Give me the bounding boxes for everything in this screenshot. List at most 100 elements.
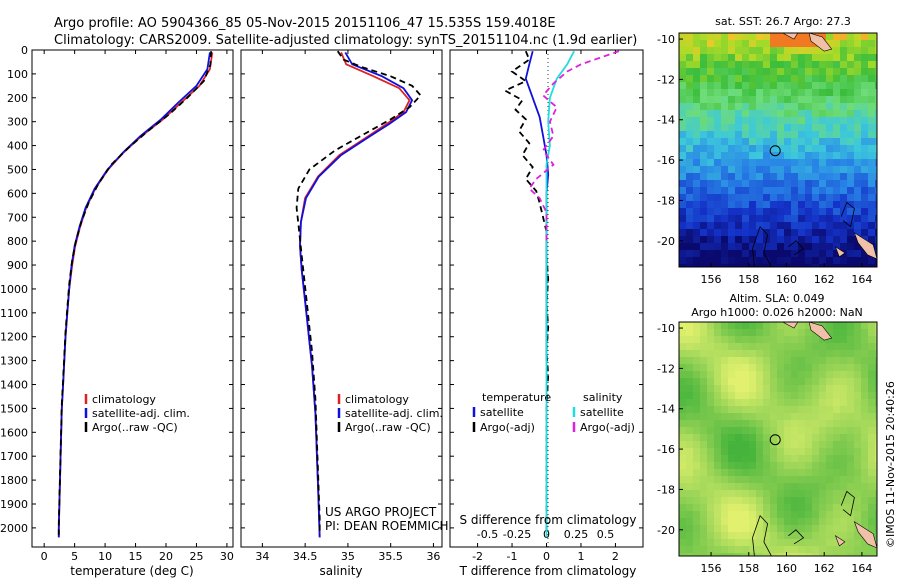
map-cell (847, 236, 855, 244)
map-cell (833, 54, 841, 62)
map-cell (805, 124, 813, 132)
map-cell (805, 434, 813, 442)
map-cell (756, 448, 764, 456)
map-cell (756, 350, 764, 358)
map-cell (875, 47, 877, 55)
map-cell (819, 441, 827, 449)
map-cell (693, 257, 701, 265)
map-cell (735, 343, 743, 351)
map-cell (868, 215, 876, 223)
map-cell (700, 236, 708, 244)
map-cell (791, 138, 799, 146)
map-cell (868, 378, 876, 386)
map-cell (693, 131, 701, 139)
salinity-panel: 34 34.5 35 35.5 36 climatologysatellite-adj.… (240, 49, 448, 578)
map-cell (686, 257, 694, 265)
map-cell (777, 427, 785, 435)
map-cell (840, 546, 848, 554)
map-cell (770, 103, 778, 111)
map-cell (868, 504, 876, 512)
map-cell (812, 54, 820, 62)
map-cell (784, 553, 792, 556)
map-cell (679, 371, 687, 379)
map-cell (707, 378, 715, 386)
map-cell (742, 117, 750, 125)
map-cell (686, 138, 694, 146)
map-cell (791, 469, 799, 477)
map-cell (826, 392, 834, 400)
map-cell (812, 257, 820, 265)
map-cell (833, 180, 841, 188)
map-cell (875, 364, 877, 372)
map-cell (868, 462, 876, 470)
map-cell (854, 173, 862, 181)
map-cell (875, 215, 877, 223)
map-cell (812, 159, 820, 167)
map-cell (854, 469, 862, 477)
map-cell (721, 385, 729, 393)
map-cell (728, 553, 736, 556)
map-cell (805, 343, 813, 351)
map-cell (854, 222, 862, 230)
latitude-tick-label: -10 (657, 33, 675, 46)
map-cell (826, 427, 834, 435)
map-cell (742, 497, 750, 505)
map-cell (728, 469, 736, 477)
map-cell (686, 406, 694, 414)
map-cell (700, 264, 708, 267)
map-cell (805, 336, 813, 344)
map-cell (875, 343, 877, 351)
map-cell (861, 385, 869, 393)
map-cell (714, 257, 722, 265)
map-cell (707, 399, 715, 407)
map-cell (700, 82, 708, 90)
map-cell (854, 180, 862, 188)
map-cell (854, 264, 862, 267)
map-cell (756, 539, 764, 547)
map-cell (784, 462, 792, 470)
map-cell (714, 152, 722, 160)
map-cell (875, 117, 877, 125)
depth-tick-label: 300 (7, 116, 28, 129)
map-cell (749, 504, 757, 512)
map-cell (742, 215, 750, 223)
map-cell (833, 350, 841, 358)
map-cell (728, 546, 736, 554)
map-cell (777, 518, 785, 526)
map-cell (679, 187, 687, 195)
map-cell (721, 103, 729, 111)
map-cell (798, 441, 806, 449)
map-cell (840, 201, 848, 209)
map-cell (707, 476, 715, 484)
map-cell (700, 406, 708, 414)
map-cell (756, 222, 764, 230)
map-cell (812, 145, 820, 153)
map-cell (826, 413, 834, 421)
map-cell (770, 490, 778, 498)
map-cell (840, 152, 848, 160)
map-cell (784, 476, 792, 484)
map-cell (714, 350, 722, 358)
map-cell (679, 476, 687, 484)
map-cell (826, 399, 834, 407)
map-cell (833, 539, 841, 547)
map-cell (777, 194, 785, 202)
map-cell (770, 406, 778, 414)
map-cell (714, 180, 722, 188)
map-cell (728, 371, 736, 379)
map-cell (728, 357, 736, 365)
map-cell (805, 201, 813, 209)
map-cell (735, 89, 743, 97)
difference-panel: -2 -1 0 1 2-0.5 -0.25 0 0.25 0.5 temperature sali… (449, 49, 644, 578)
map-cell (770, 264, 778, 267)
map-cell (707, 343, 715, 351)
map-cell (847, 441, 855, 449)
longitude-tick-label: 164 (851, 273, 872, 286)
map-cell (735, 385, 743, 393)
latitude-tick-label: -18 (657, 483, 675, 496)
map-cell (812, 117, 820, 125)
map-cell (728, 250, 736, 258)
map-cell (770, 504, 778, 512)
map-cell (833, 455, 841, 463)
map-cell (749, 371, 757, 379)
